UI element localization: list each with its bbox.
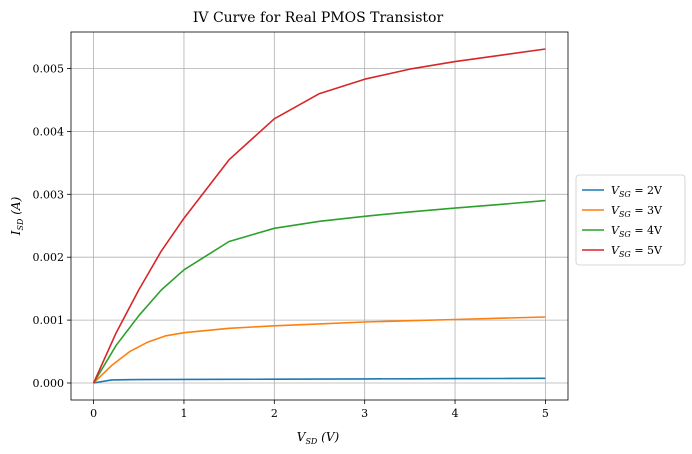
y-tick-label: 0.003 — [33, 188, 65, 201]
x-tick-label: 4 — [452, 407, 459, 420]
legend-label: VSG = 5V — [611, 244, 663, 259]
x-axis-label: VSD (V) — [297, 430, 340, 446]
y-tick-label: 0.004 — [33, 125, 65, 138]
x-tick-label: 1 — [180, 407, 187, 420]
series-layer — [92, 48, 546, 384]
legend-label: VSG = 2V — [611, 184, 663, 199]
x-tick-label: 2 — [271, 407, 278, 420]
series-line-1 — [93, 377, 546, 384]
series-line-2 — [93, 316, 546, 384]
series-line-3 — [92, 199, 546, 384]
x-tick-label: 0 — [90, 407, 97, 420]
legend: VSG = 2V VSG = 3V VSG = 4V VSG = 5V — [575, 174, 686, 266]
plot-frame — [70, 31, 569, 401]
y-ticks: 0.000 0.001 0.002 0.003 0.004 0.005 — [33, 62, 71, 390]
y-tick-label: 0.000 — [33, 377, 65, 390]
chart-title: IV Curve for Real PMOS Transistor — [193, 10, 444, 26]
x-tick-label: 5 — [542, 407, 549, 420]
legend-label: VSG = 4V — [611, 224, 663, 239]
series-line-4 — [92, 48, 546, 384]
y-tick-label: 0.002 — [33, 251, 65, 264]
x-ticks: 0 1 2 3 4 5 — [90, 400, 549, 420]
y-tick-label: 0.005 — [33, 62, 65, 75]
x-tick-label: 3 — [361, 407, 368, 420]
legend-box — [575, 174, 686, 266]
y-tick-label: 0.001 — [33, 314, 65, 327]
y-axis-label: ISD (A) — [9, 196, 25, 236]
legend-label: VSG = 3V — [611, 204, 663, 219]
grid — [71, 32, 568, 400]
